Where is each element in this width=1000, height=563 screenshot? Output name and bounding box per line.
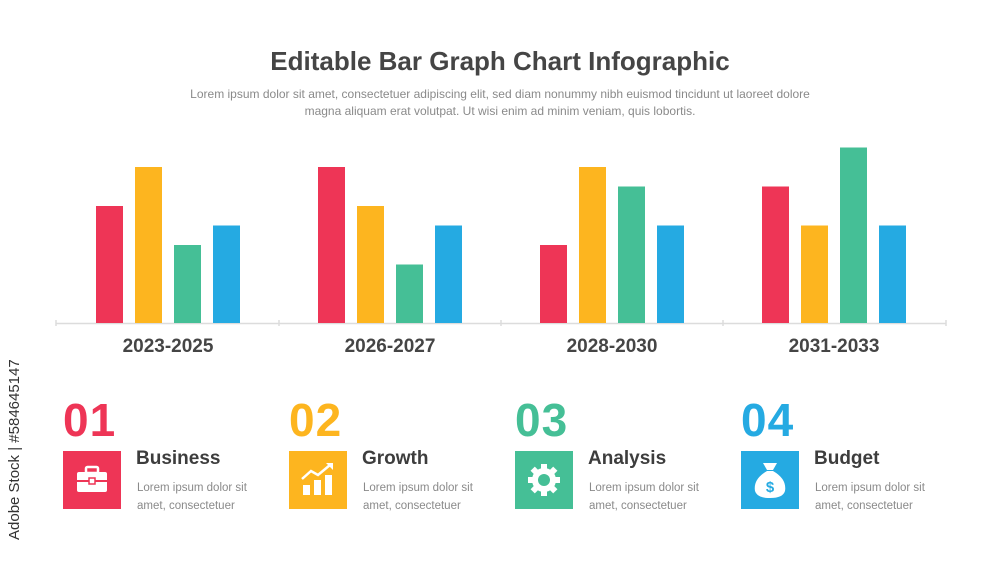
card-description: Lorem ipsum dolor sit amet, consectetuer [589,482,699,512]
briefcase-icon [63,451,121,509]
bar-2023-2025-series-3 [174,245,201,323]
bar-2031-2033-series-2 [801,225,828,323]
bar-2028-2030-series-4 [657,225,684,323]
bar-2023-2025-series-2 [135,167,162,323]
bar-2026-2027-series-3 [396,264,423,323]
card-budget: 04 $ Budget Lorem ipsum dolor sit amet, … [741,394,967,524]
gear-icon [515,451,573,509]
card-title: Business [136,448,221,469]
card-analysis: 03 Analysis Lorem ipsum dolor sit amet, … [515,394,741,524]
card-title: Budget [814,448,880,469]
bar-2031-2033-series-4 [879,225,906,323]
card-business: 01 Business Lorem ipsum dolor sit amet, … [63,394,289,524]
bar-2028-2030-series-3 [618,186,645,323]
card-description: Lorem ipsum dolor sit amet, consectetuer [815,482,925,512]
page-title: Editable Bar Graph Chart Infographic [270,46,730,76]
category-label-2026-2027: 2026-2027 [344,336,436,357]
money-bag-icon: $ [741,451,799,509]
category-label-2028-2030: 2028-2030 [566,336,658,357]
bar-2028-2030-series-2 [579,167,606,323]
bar-2023-2025-series-1 [96,206,123,323]
bar-2026-2027-series-4 [435,225,462,323]
card-title: Analysis [588,448,667,469]
card-description: Lorem ipsum dolor sit amet, consectetuer [363,482,473,512]
growth-chart-icon [289,451,347,509]
card-growth: 02 Growth Lorem ipsum dolor sit amet, co… [289,394,515,524]
card-description: Lorem ipsum dolor sit amet, consectetuer [137,482,247,512]
category-label-2023-2025: 2023-2025 [122,336,214,357]
bar-2026-2027-series-2 [357,206,384,323]
card-number: 04 [741,394,795,446]
svg-text:$: $ [766,479,775,496]
card-number: 02 [289,394,343,446]
page-subtitle: Lorem ipsum dolor sit amet, consectetuer… [190,87,810,118]
bar-2031-2033-series-1 [762,186,789,323]
bar-2028-2030-series-1 [540,245,567,323]
card-number: 01 [63,394,117,446]
bar-2031-2033-series-3 [840,147,867,323]
category-label-2031-2033: 2031-2033 [788,336,880,357]
card-title: Growth [362,448,429,469]
bar-2023-2025-series-4 [213,225,240,323]
bar-2026-2027-series-1 [318,167,345,323]
card-number: 03 [515,394,569,446]
watermark-text: Adobe Stock | #584645147 [6,359,23,540]
